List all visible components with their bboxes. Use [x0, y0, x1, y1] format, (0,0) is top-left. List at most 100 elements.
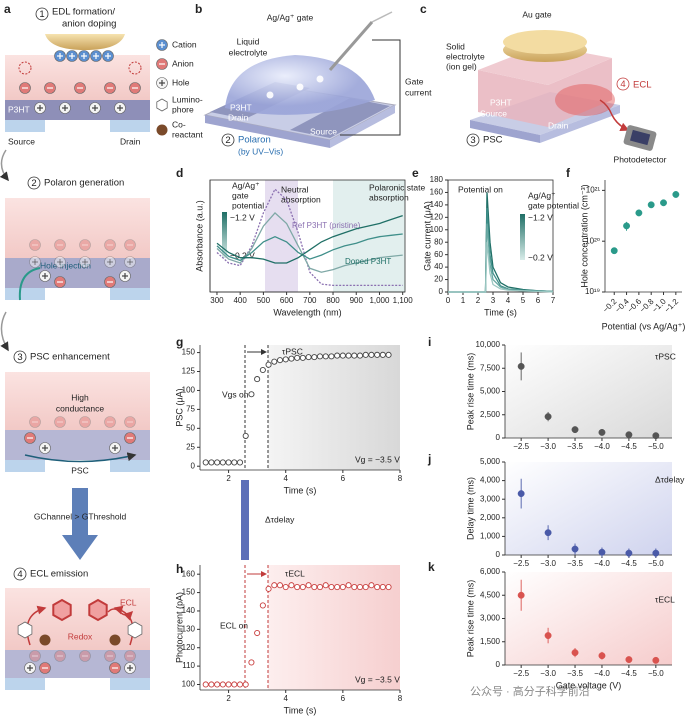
label: Drain [120, 136, 141, 146]
dashed-ion [128, 61, 142, 75]
panel-letter: a [4, 2, 11, 16]
panel-letter: d [176, 166, 183, 180]
bubble [316, 75, 324, 83]
annotation: Neutral [281, 184, 309, 194]
label: P3HT [230, 102, 252, 112]
drain-electrode [110, 120, 150, 132]
marker [385, 351, 392, 358]
delay-bar [241, 480, 249, 560]
source-electrode [5, 120, 45, 132]
gate-wire [371, 11, 393, 23]
redox-arrow [113, 605, 134, 646]
annotation: Ag/Ag⁺ [528, 190, 556, 200]
label: Photodetector [614, 154, 667, 164]
marker [652, 432, 660, 440]
x-tick-label: −2.5 [513, 442, 529, 451]
y-tick-label: 50 [186, 423, 195, 432]
label: Drain [548, 120, 569, 130]
x-tick-label: −1.2 [663, 297, 681, 315]
y-tick-label: 0 [191, 461, 196, 470]
step-title: PSC enhancement [30, 352, 110, 363]
y-tick-label: 25 [186, 442, 195, 451]
label: ECL [120, 597, 137, 607]
luminophore [88, 598, 108, 622]
shade [268, 345, 400, 470]
line [216, 233, 403, 262]
line [216, 214, 403, 264]
step-title: anion doping [62, 19, 116, 30]
marker [311, 584, 318, 591]
y-axis-label: Hole concentration (cm⁻³) [579, 184, 589, 287]
step-number: 2 [31, 178, 36, 189]
watermark: 公众号 · 高分子科学前沿 [470, 684, 590, 698]
annotation: gate [232, 190, 249, 200]
substrate-edge [540, 105, 620, 143]
x-tick-label: 300 [210, 296, 224, 305]
step-circle [27, 176, 41, 190]
marker [322, 582, 329, 589]
marker [544, 529, 552, 537]
x-tick-label: −5.0 [648, 559, 664, 568]
marker [299, 584, 306, 591]
label: Redox [68, 631, 93, 641]
y-tick-label: 10,000 [476, 340, 501, 349]
y-tick-label: 0 [496, 660, 501, 669]
x-tick-label: −5.0 [648, 442, 664, 451]
y-tick-label: 40 [434, 262, 443, 271]
drain-electrode [110, 460, 150, 472]
y-tick-label: 0 [496, 550, 501, 559]
legend-label: Hole [172, 77, 190, 87]
drain-electrode [110, 678, 150, 690]
annotation: ECL on [220, 620, 248, 630]
y-tick-label: 100 [430, 225, 444, 234]
ion [54, 650, 66, 662]
x-tick-label: 1,100 [393, 296, 414, 305]
y-tick-label: 5,000 [480, 387, 501, 396]
marker [311, 354, 318, 361]
x-tick-label: 700 [303, 296, 317, 305]
panel-letter: i [428, 335, 431, 349]
x-tick-label: 600 [280, 296, 294, 305]
co-reactant [39, 634, 51, 646]
y-tick-label: 140 [182, 606, 196, 615]
line [448, 242, 554, 293]
ion [104, 416, 116, 428]
big-arrow [62, 488, 98, 560]
x-tick-label: 0 [446, 296, 451, 305]
annotation: −0.2 V [230, 250, 255, 260]
annotation: Δτdelay [655, 474, 685, 484]
ion [124, 416, 136, 428]
x-tick-label: 900 [350, 296, 364, 305]
x-tick-label: −2.5 [513, 559, 529, 568]
panel-letter: h [176, 562, 183, 576]
y-tick-label: 1,000 [480, 532, 501, 541]
label: Solid [446, 41, 465, 51]
marker [202, 681, 209, 688]
y-tick-label: 150 [182, 588, 196, 597]
annotation: Polaronic state [369, 182, 425, 192]
x-tick-label: 4 [283, 474, 288, 483]
x-tick-label: 400 [233, 296, 247, 305]
marker [571, 649, 579, 657]
marker [339, 584, 346, 591]
ion [29, 239, 41, 251]
step-title: EDL formation/ [52, 7, 115, 18]
marker [368, 351, 375, 358]
electrolyte [5, 372, 150, 430]
marker [236, 459, 244, 466]
gate-electrode [45, 34, 125, 50]
colorbar [222, 212, 227, 258]
marker [202, 459, 209, 466]
marker [345, 582, 352, 589]
step-circle [616, 77, 630, 91]
luminophore [17, 621, 33, 639]
panel-letter: c [420, 2, 427, 16]
marker [623, 222, 631, 230]
marker [219, 459, 226, 466]
marker [282, 584, 289, 591]
y-tick-label: 125 [182, 367, 196, 376]
marker [219, 681, 226, 688]
panel-a: a P3HT Source Drain 1 EDL formation/ ani… [0, 2, 203, 690]
marker [254, 376, 261, 383]
legend-label: Co- [172, 119, 186, 129]
